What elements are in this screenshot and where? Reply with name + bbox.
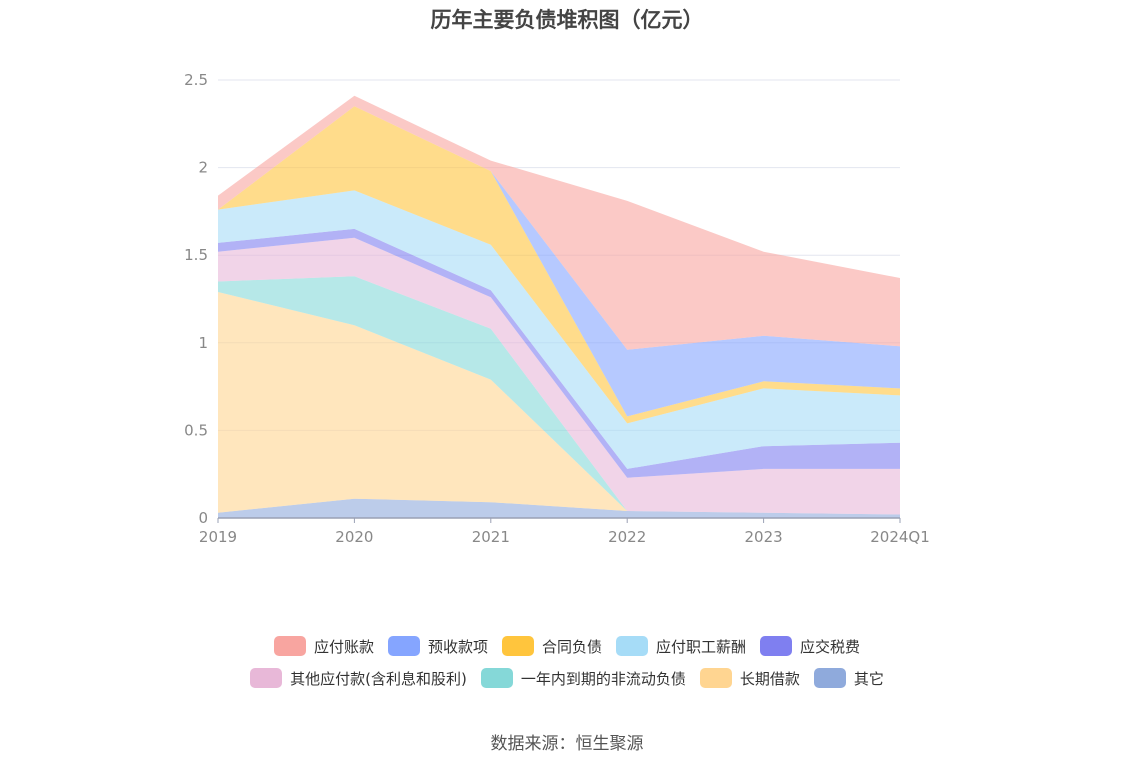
y-tick-label: 2 (198, 159, 208, 177)
legend-label: 应交税费 (800, 637, 861, 656)
x-tick-label: 2024Q1 (870, 528, 930, 546)
legend-swatch (699, 668, 732, 688)
area-series-5[interactable] (218, 190, 900, 469)
legend-swatch (813, 668, 846, 688)
legend-item[interactable]: 应付职工薪酬 (616, 636, 746, 657)
area-series-1[interactable] (218, 292, 900, 515)
legend-item[interactable]: 预收款项 (387, 636, 488, 657)
legend-row: 其他应付款(含利息和股利) 一年内到期的非流动负债 长期借款 其它 (0, 662, 1134, 694)
legend-swatch (273, 636, 306, 656)
area-series-0[interactable] (218, 498, 900, 518)
legend-item[interactable]: 应交税费 (760, 636, 860, 657)
y-tick-label: 0 (198, 509, 208, 527)
legend-label: 一年内到期的非流动负债 (520, 669, 686, 688)
legend-label: 长期借款 (739, 669, 800, 688)
y-tick-label: 1.5 (184, 246, 208, 264)
legend-swatch (480, 668, 513, 688)
legend-label: 应付职工薪酬 (656, 637, 747, 656)
legend-swatch (616, 636, 648, 656)
legend-item[interactable]: 长期借款 (699, 668, 800, 689)
legend-label: 其它 (853, 669, 884, 688)
legend-label: 应付账款 (313, 637, 374, 656)
legend-swatch (760, 636, 793, 656)
legend-item[interactable]: 合同负债 (501, 636, 602, 657)
legend-item[interactable]: 应付账款 (273, 636, 374, 657)
x-tick-label: 2019 (199, 528, 237, 546)
x-tick-label: 2021 (472, 528, 510, 546)
chart-plot: 0 0.5 1 1.5 2 2.5 2019 2020 2021 2022 2023 2024Q1 (184, 71, 930, 546)
x-tick-label: 2023 (745, 528, 783, 546)
y-tick-label: 1 (198, 334, 208, 352)
area-series-7[interactable] (218, 106, 900, 417)
y-tick-label: 0.5 (184, 421, 208, 439)
area-series-4[interactable] (218, 228, 900, 478)
area-series-3[interactable] (218, 237, 900, 515)
legend-swatch (501, 636, 534, 656)
legend-label: 合同负债 (541, 637, 602, 656)
data-source-note: 数据来源：恒生聚源 (490, 734, 644, 754)
legend-item[interactable]: 其它 (813, 668, 884, 689)
legend-row: 应付账款 预收款项 合同负债 应付职工薪酬 应交税费 (0, 630, 1134, 662)
area-series-8[interactable] (218, 95, 900, 350)
y-tick-label: 2.5 (184, 71, 208, 89)
chart-title: 历年主要负债堆积图（亿元） (430, 8, 704, 32)
area-series-6[interactable] (218, 106, 900, 424)
legend-item[interactable]: 一年内到期的非流动负债 (480, 668, 686, 689)
legend-label: 预收款项 (427, 637, 488, 656)
legend-label: 其他应付款(含利息和股利) (290, 669, 467, 688)
legend-item[interactable]: 其他应付款(含利息和股利) (250, 668, 467, 689)
chart-legend: 应付账款 预收款项 合同负债 应付职工薪酬 应交税费 其他应付款(含利息和股利) 一年内到… (0, 630, 1134, 694)
legend-swatch (387, 636, 420, 656)
x-tick-label: 2020 (335, 528, 373, 546)
x-tick-label: 2022 (608, 528, 646, 546)
area-series-2[interactable] (218, 276, 900, 515)
legend-swatch (250, 668, 283, 688)
